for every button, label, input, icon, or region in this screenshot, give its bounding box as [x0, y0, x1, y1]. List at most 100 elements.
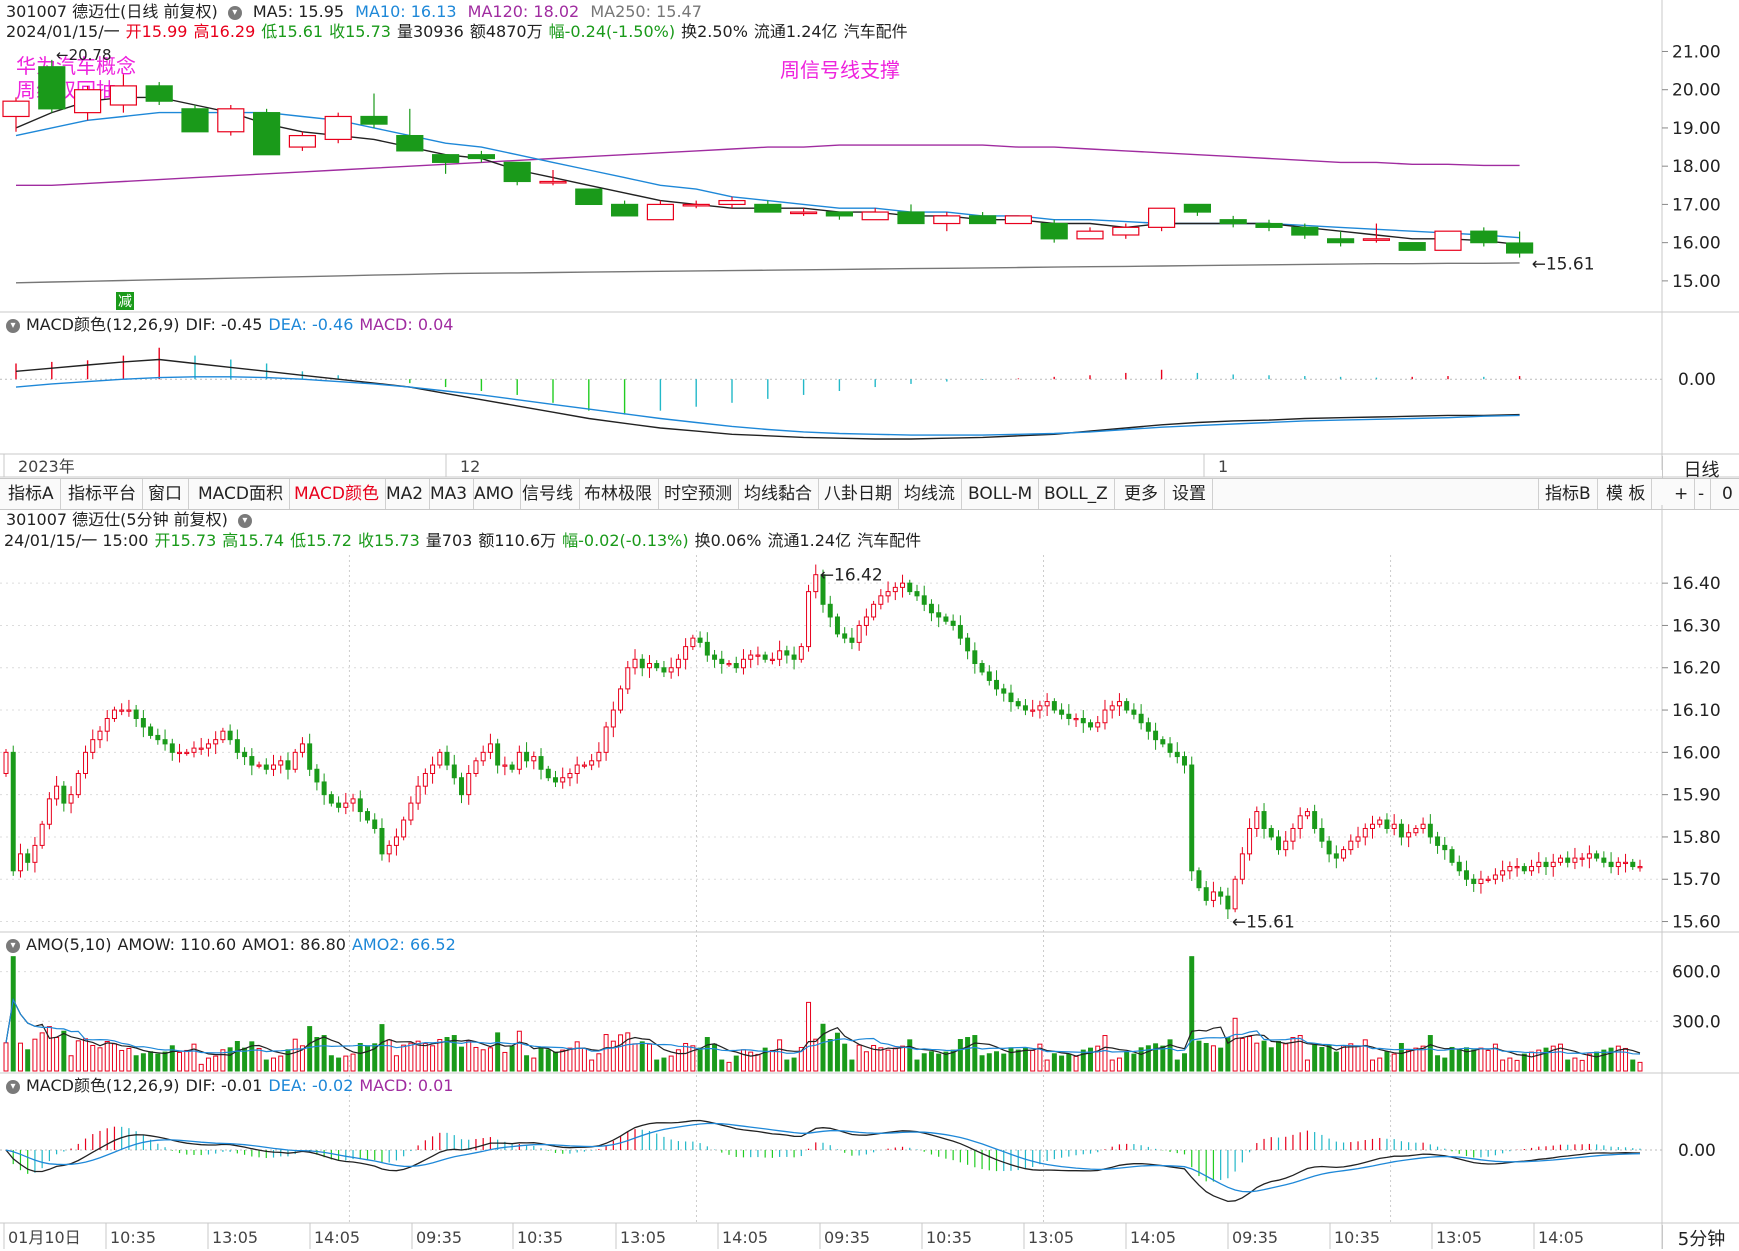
- toolbar-item[interactable]: 更多: [1118, 479, 1165, 509]
- daily-title: 301007 德迈仕(日线 前复权): [6, 2, 218, 21]
- daily-candle: [754, 203, 782, 213]
- volume-bar: [1131, 1053, 1137, 1072]
- volume-bar: [1471, 1049, 1477, 1072]
- intraday-candle: [1478, 878, 1484, 884]
- volume-bar: [1615, 1045, 1621, 1072]
- toolbar-item[interactable]: BOLL_Z: [1038, 479, 1115, 509]
- volume-bar: [516, 1030, 522, 1072]
- chevron-down-icon[interactable]: ▾: [237, 513, 252, 528]
- intraday-candle: [1297, 815, 1303, 829]
- intraday-candle: [1261, 811, 1267, 829]
- chevron-down-icon[interactable]: ▾: [6, 318, 20, 333]
- volume-bar: [777, 1039, 783, 1072]
- volume-bar: [943, 1051, 949, 1072]
- volume-bar: [169, 1045, 175, 1072]
- chevron-down-icon[interactable]: ▾: [6, 938, 20, 953]
- intraday-candle: [1435, 836, 1441, 846]
- intraday-candle: [560, 777, 566, 783]
- intraday-candle: [1239, 853, 1245, 880]
- toolbar-right-item[interactable]: -: [1692, 479, 1712, 509]
- amo-title: AMO(5,10): [26, 935, 112, 954]
- toolbar-right-item[interactable]: +: [1668, 479, 1696, 509]
- toolbar-item[interactable]: MA3: [424, 479, 475, 509]
- toolbar-right-item[interactable]: 模 板: [1600, 479, 1653, 509]
- chevron-down-icon[interactable]: ▾: [227, 5, 242, 20]
- daily-candle: [1470, 230, 1498, 244]
- intraday-candle: [1138, 713, 1144, 724]
- volume-bar: [726, 1061, 732, 1072]
- toolbar-right-item[interactable]: 指标B: [1538, 479, 1598, 509]
- toolbar-item[interactable]: 时空预测: [658, 479, 739, 509]
- volume-bar: [596, 1053, 602, 1072]
- period-5min[interactable]: 5分钟: [1662, 1225, 1739, 1250]
- toolbar-item[interactable]: 信号线: [516, 479, 580, 509]
- dea-line: [5, 1122, 1641, 1193]
- toolbar-item[interactable]: 布林极限: [578, 479, 659, 509]
- volume-bar: [1333, 1051, 1339, 1072]
- toolbar-item[interactable]: BOLL-M: [962, 479, 1040, 509]
- intraday-candle: [1015, 701, 1021, 707]
- daily-candle: [1434, 230, 1462, 251]
- volume-bar: [365, 1045, 370, 1072]
- intraday-candle: [552, 777, 558, 783]
- amo2-val: AMO2: 66.52: [351, 935, 456, 954]
- intraday-candle: [994, 679, 1000, 690]
- volume-bar: [1369, 1059, 1375, 1072]
- toolbar-item[interactable]: MACD颜色: [288, 479, 386, 509]
- toolbar-item[interactable]: 窗口: [142, 479, 189, 509]
- volume-bar: [567, 1047, 573, 1072]
- intraday-candle: [900, 582, 906, 588]
- intraday-candle: [3, 751, 9, 774]
- toolbar-item[interactable]: 指标平台: [62, 479, 143, 509]
- toolbar-item[interactable]: 八卦日期: [818, 479, 899, 509]
- amow-val: AMOW: 110.60: [117, 935, 237, 954]
- volume-bar: [610, 1040, 616, 1072]
- intraday-candle: [885, 591, 891, 597]
- intraday-candle: [596, 751, 602, 762]
- volume-bar: [1283, 1043, 1289, 1072]
- volume-bar: [842, 1043, 848, 1072]
- toolbar-item[interactable]: MA2: [380, 479, 431, 509]
- toolbar-item[interactable]: 指标A: [2, 479, 61, 509]
- chevron-down-icon[interactable]: ▾: [6, 1079, 20, 1094]
- intraday-candle: [46, 798, 52, 825]
- intraday-candle: [321, 781, 327, 796]
- toolbar-item[interactable]: AMO: [468, 479, 521, 509]
- volume-bar: [769, 1049, 775, 1072]
- intraday-candle: [1095, 722, 1101, 728]
- intraday-title: 301007 德迈仕(5分钟 前复权): [6, 510, 228, 529]
- change-label: 幅-0.24(-1.50%): [548, 22, 676, 41]
- macd-y-tick: 0.00: [1678, 1141, 1716, 1161]
- intraday-candle: [198, 747, 204, 750]
- toolbar-item[interactable]: 均线流: [898, 479, 962, 509]
- daily-candle: [718, 199, 746, 206]
- volume-bar: [321, 1035, 327, 1072]
- toolbar-item[interactable]: 均线黏合: [738, 479, 819, 509]
- y-tick-label: 15.90: [1672, 786, 1721, 806]
- y-tick-label: 16.10: [1672, 701, 1721, 721]
- volume-bar: [437, 1039, 443, 1072]
- time-label: 13:05: [620, 1228, 666, 1247]
- intraday-candle: [90, 739, 96, 753]
- ma120-label: MA120: 18.02: [467, 2, 580, 21]
- toolbar-item[interactable]: 设置: [1166, 479, 1213, 509]
- toolbar-item[interactable]: MACD面积: [192, 479, 290, 509]
- y-tick-label: 15.70: [1672, 870, 1721, 890]
- intraday-candle: [1500, 870, 1506, 876]
- volume-bar: [97, 1047, 103, 1072]
- sell-signal: [116, 292, 134, 310]
- intraday-candle: [1557, 857, 1563, 863]
- intraday-candle: [1572, 857, 1578, 863]
- volume-bar: [957, 1039, 963, 1072]
- intraday-candle: [1471, 878, 1477, 884]
- volume-bar: [834, 1032, 840, 1072]
- intraday-info-row: 24/01/15/一 15:00 开15.73 高15.74 低15.72 收15.73…: [4, 531, 927, 551]
- period-daily[interactable]: 日线: [1662, 456, 1739, 481]
- intraday-candle: [415, 785, 421, 804]
- time-label: 01月10日: [8, 1228, 81, 1247]
- volume-bar: [581, 1047, 587, 1072]
- daily-kline-chart[interactable]: 21.00 20.00 19.00 18.00 17.00 16.00 15.00 ←20.7…: [0, 0, 1739, 478]
- daily-candle: [145, 85, 173, 102]
- volume-bar: [495, 1032, 501, 1072]
